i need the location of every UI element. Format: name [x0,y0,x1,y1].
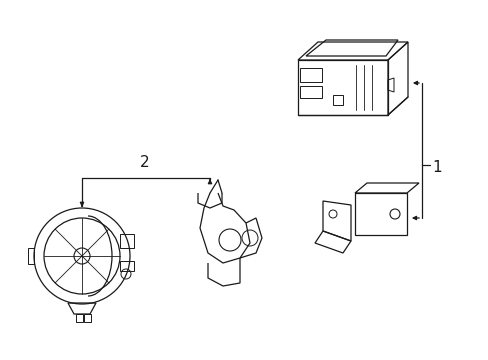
Text: 1: 1 [431,161,441,175]
Bar [299,68,321,82]
Bar [299,86,321,98]
Bar [84,314,91,322]
Bar [76,314,83,322]
Bar [120,261,134,271]
Bar [332,95,342,105]
Bar [297,60,387,115]
Bar [120,234,134,248]
Text: 2: 2 [140,155,149,170]
Bar [354,193,406,235]
